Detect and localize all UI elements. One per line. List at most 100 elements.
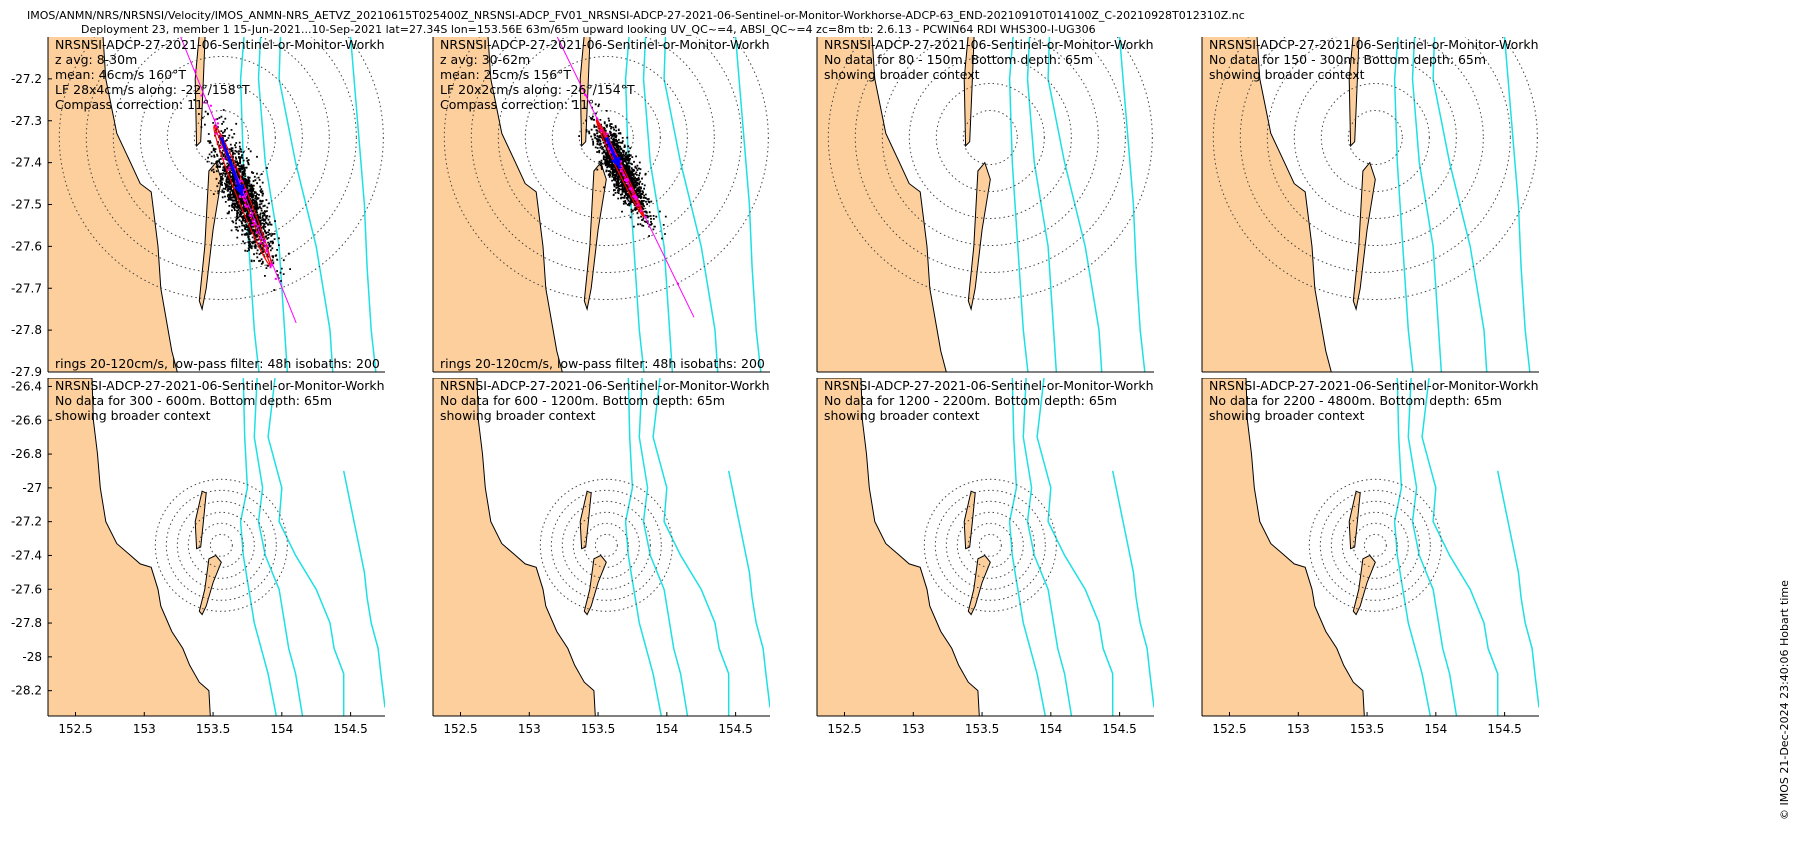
y-tick-label: -27.6: [11, 582, 42, 596]
speed-ring-120: [539, 478, 673, 612]
mainland: [48, 37, 178, 372]
isobath-4000: [734, 37, 762, 372]
x-tick-label: 154: [270, 722, 293, 736]
isobath-2000: [1036, 378, 1114, 716]
panel-5-map: NRSNSI-ADCP-27-2021-06-Sentinel-or-Monit…: [48, 378, 385, 716]
isobath-1000: [1407, 378, 1458, 716]
speed-ring-120: [154, 478, 288, 612]
y-tick-label: -27.6: [11, 239, 42, 253]
panel-info-line: LF 28x4cm/s along: -22°/158°T: [55, 82, 250, 97]
x-tick-label: 153.5: [1350, 722, 1384, 736]
speed-ring-60: [572, 511, 640, 579]
panel-info-line: No data for 80 - 150m. Bottom depth: 65m: [824, 52, 1093, 67]
panel-info-line: mean: 46cm/s 160°T: [55, 67, 186, 82]
y-tick-label: -27.3: [11, 114, 42, 128]
y-tick-label: -27.4: [11, 548, 42, 562]
moreton-island: [1348, 37, 1360, 148]
isobath-200: [1008, 37, 1029, 372]
x-tick-label: 153.5: [196, 722, 230, 736]
panel-3-map: NRSNSI-ADCP-27-2021-06-Sentinel-or-Monit…: [817, 37, 1231, 372]
panel-title: NRSNSI-ADCP-27-2021-06-Sentinel-or-Monit…: [440, 37, 847, 52]
speed-ring-20: [1347, 110, 1403, 165]
speed-ring-120: [1212, 37, 1538, 300]
speed-ring-120: [827, 37, 1153, 300]
stradbroke-island: [198, 161, 222, 312]
isobath-2000: [267, 378, 345, 716]
x-tick-label: 154.5: [1102, 722, 1136, 736]
moreton-island: [194, 37, 206, 148]
panel-1-map: NRSNSI-ADCP-27-2021-06-Sentinel-or-Monit…: [48, 37, 385, 372]
speed-ring-100: [854, 37, 1126, 273]
y-tick-label: -28.2: [11, 684, 42, 698]
mean-arrow-head: [610, 156, 621, 169]
speed-ring-20: [1363, 533, 1387, 557]
speed-ring-100: [470, 37, 742, 273]
panel-info-line: No data for 600 - 1200m. Bottom depth: 6…: [440, 393, 725, 408]
speed-ring-60: [1293, 56, 1457, 219]
mainland: [1202, 378, 1365, 716]
panel-info-line: showing broader context: [824, 67, 980, 82]
mainland: [48, 378, 211, 716]
x-tick-label: 152.5: [443, 722, 477, 736]
isobath-200: [1393, 37, 1414, 372]
isobath-4000: [349, 37, 377, 372]
panel-title: NRSNSI-ADCP-27-2021-06-Sentinel-or-Monit…: [440, 378, 847, 393]
panel-info-line: showing broader context: [824, 408, 980, 423]
mainland: [1202, 37, 1332, 372]
x-tick-label: 153: [518, 722, 541, 736]
speed-ring-80: [497, 37, 715, 246]
speed-ring-120: [1308, 478, 1442, 612]
panel-info-line: z avg: 8-30m: [55, 52, 137, 67]
speed-ring-20: [209, 533, 233, 557]
x-tick-label: 153: [902, 722, 925, 736]
isobath-1000: [1411, 37, 1443, 372]
speed-ring-40: [551, 83, 661, 192]
panel-2-map: NRSNSI-ADCP-27-2021-06-Sentinel-or-Monit…: [433, 37, 847, 372]
panel-title: NRSNSI-ADCP-27-2021-06-Sentinel-or-Monit…: [1209, 37, 1616, 52]
mean-arrow-head: [234, 183, 244, 196]
y-tick-label: -28: [22, 650, 42, 664]
y-tick-label: -27.8: [11, 323, 42, 337]
panel-title: NRSNSI-ADCP-27-2021-06-Sentinel-or-Monit…: [824, 378, 1231, 393]
x-tick-label: 152.5: [827, 722, 861, 736]
x-tick-label: 153: [1287, 722, 1310, 736]
speed-ring-120: [443, 37, 769, 300]
panel-4-map: NRSNSI-ADCP-27-2021-06-Sentinel-or-Monit…: [1202, 37, 1616, 372]
x-tick-label: 154: [655, 722, 678, 736]
isobath-2000: [652, 378, 730, 716]
panel-info-line: showing broader context: [440, 408, 596, 423]
x-tick-label: 153.5: [965, 722, 999, 736]
mainland: [433, 378, 596, 716]
isobath-1000: [638, 378, 689, 716]
x-tick-label: 154: [1039, 722, 1062, 736]
speed-ring-80: [945, 500, 1035, 590]
isobath-4000: [1503, 37, 1531, 372]
speed-ring-40: [967, 522, 1013, 568]
isobath-4000: [1111, 470, 1154, 708]
mainland: [433, 37, 563, 372]
panel-info-line: No data for 150 - 300m. Bottom depth: 65…: [1209, 52, 1486, 67]
y-tick-label: -27.8: [11, 616, 42, 630]
x-tick-label: 152.5: [58, 722, 92, 736]
speed-ring-80: [112, 37, 330, 246]
panel-info-line: No data for 1200 - 2200m. Bottom depth: …: [824, 393, 1117, 408]
isobath-4000: [1118, 37, 1146, 372]
speed-ring-60: [524, 56, 688, 219]
x-tick-label: 154.5: [1487, 722, 1521, 736]
speed-ring-60: [956, 511, 1024, 579]
speed-ring-40: [166, 83, 276, 192]
speed-ring-40: [935, 83, 1045, 192]
speed-ring-20: [962, 110, 1018, 165]
panel-info-line: showing broader context: [1209, 67, 1365, 82]
principal-axis-line: [556, 37, 695, 318]
speed-ring-60: [1341, 511, 1409, 579]
panel-info-line: Compass correction: 11°: [440, 97, 594, 112]
panel-title: NRSNSI-ADCP-27-2021-06-Sentinel-or-Monit…: [824, 37, 1231, 52]
y-tick-label: -26.8: [11, 447, 42, 461]
isobath-2000: [1421, 378, 1499, 716]
figure-title-deployment: Deployment 23, member 1 15-Jun-2021...10…: [81, 23, 1096, 36]
speed-ring-60: [139, 56, 303, 219]
isobath-4000: [1496, 470, 1539, 708]
speed-ring-100: [934, 489, 1046, 601]
